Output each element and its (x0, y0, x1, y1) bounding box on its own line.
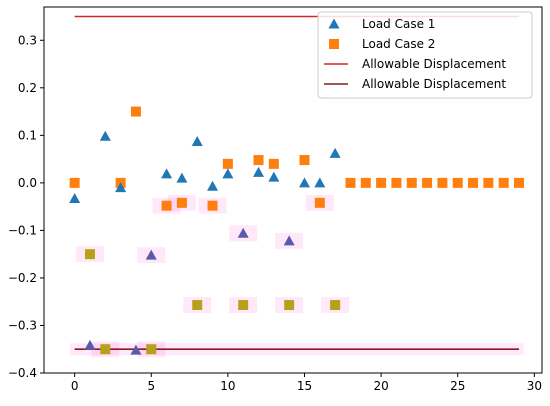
load-case-2-point (253, 155, 264, 166)
load-case-2-point (360, 177, 371, 188)
load-case-2-point (222, 158, 233, 169)
load-case-2-point (299, 155, 310, 166)
load-case-1-point (191, 136, 203, 147)
x-tick-label: 5 (147, 379, 155, 393)
load-case-1-point (69, 193, 81, 204)
x-tick-label: 10 (220, 379, 235, 393)
y-tick-label: −0.2 (8, 271, 37, 285)
x-tick-label: 20 (373, 379, 388, 393)
y-tick-label: −0.4 (8, 366, 37, 380)
legend: Load Case 1 Load Case 2 Allowable Displace… (317, 11, 533, 99)
load-case-2-point (161, 200, 172, 211)
load-case-1-point (329, 147, 341, 158)
load-case-2-point (146, 344, 157, 355)
load-case-2-point (437, 177, 448, 188)
load-case-1-point (268, 171, 280, 182)
load-case-2-point (514, 177, 525, 188)
highlight-layer (70, 194, 524, 358)
load-case-2-point (483, 177, 494, 188)
legend-box (317, 11, 533, 99)
plot-frame (43, 6, 543, 374)
legend-marker-square (329, 39, 339, 49)
load-case-2-point (69, 177, 80, 188)
load-case-1-point (145, 249, 157, 260)
y-tick-label: −0.3 (8, 318, 37, 332)
legend-label: Load Case 2 (362, 37, 435, 51)
load-case-2-point (238, 300, 249, 311)
y-tick-label: 0.3 (18, 33, 37, 47)
load-case-2-point (268, 158, 279, 169)
load-case-2-point (452, 177, 463, 188)
x-tick-label: 15 (297, 379, 312, 393)
load-case-1-point (298, 177, 310, 188)
y-tick-label: 0.1 (18, 128, 37, 142)
load-case-2-point (130, 106, 141, 117)
load-case-2-point (207, 200, 218, 211)
load-case-1-point (237, 227, 249, 238)
load-case-2-point (468, 177, 479, 188)
legend-label: Allowable Displacement (362, 57, 506, 71)
load-case-1-point (176, 172, 188, 183)
load-case-2-point (391, 177, 402, 188)
load-case-2-point (314, 197, 325, 208)
legend-label: Allowable Displacement (362, 77, 506, 91)
load-case-2-point (84, 249, 95, 260)
load-case-2-point (192, 300, 203, 311)
legend-marker-triangle (328, 18, 340, 29)
y-tick-label: −0.1 (8, 223, 37, 237)
load-case-2-point (330, 300, 341, 311)
x-tick-label: 30 (527, 379, 542, 393)
y-tick-label: 0.2 (18, 81, 37, 95)
y-tick-label: 0.0 (18, 176, 37, 190)
load-case-2-point (176, 197, 187, 208)
axes: 0 5 10 15 20 25 30 −0.4 −0.3 −0.2 −0.1 0.0 0.1 0.2 0.3 (8, 6, 543, 393)
load-case-1-point (99, 130, 111, 141)
load-case-1-point (130, 344, 142, 355)
load-case-1-point (283, 235, 295, 246)
load-case-2-point (422, 177, 433, 188)
load-case-2-point (376, 177, 387, 188)
load-case-1-point (314, 177, 326, 188)
load-case-1-point (161, 168, 173, 179)
legend-label: Load Case 1 (362, 17, 435, 31)
load-case-1-point (84, 339, 96, 350)
load-case-1-point (222, 168, 234, 179)
load-case-2-point (284, 300, 295, 311)
load-case-2-point (498, 177, 509, 188)
load-case-2-point (406, 177, 417, 188)
load-case-2-point (100, 344, 111, 355)
x-tick-label: 0 (71, 379, 79, 393)
load-case-1-point (253, 166, 265, 177)
load-case-1-point (115, 182, 127, 193)
load-case-2-point (345, 177, 356, 188)
x-tick-label: 25 (450, 379, 465, 393)
load-case-1-point (207, 180, 219, 191)
data-points (69, 106, 525, 355)
